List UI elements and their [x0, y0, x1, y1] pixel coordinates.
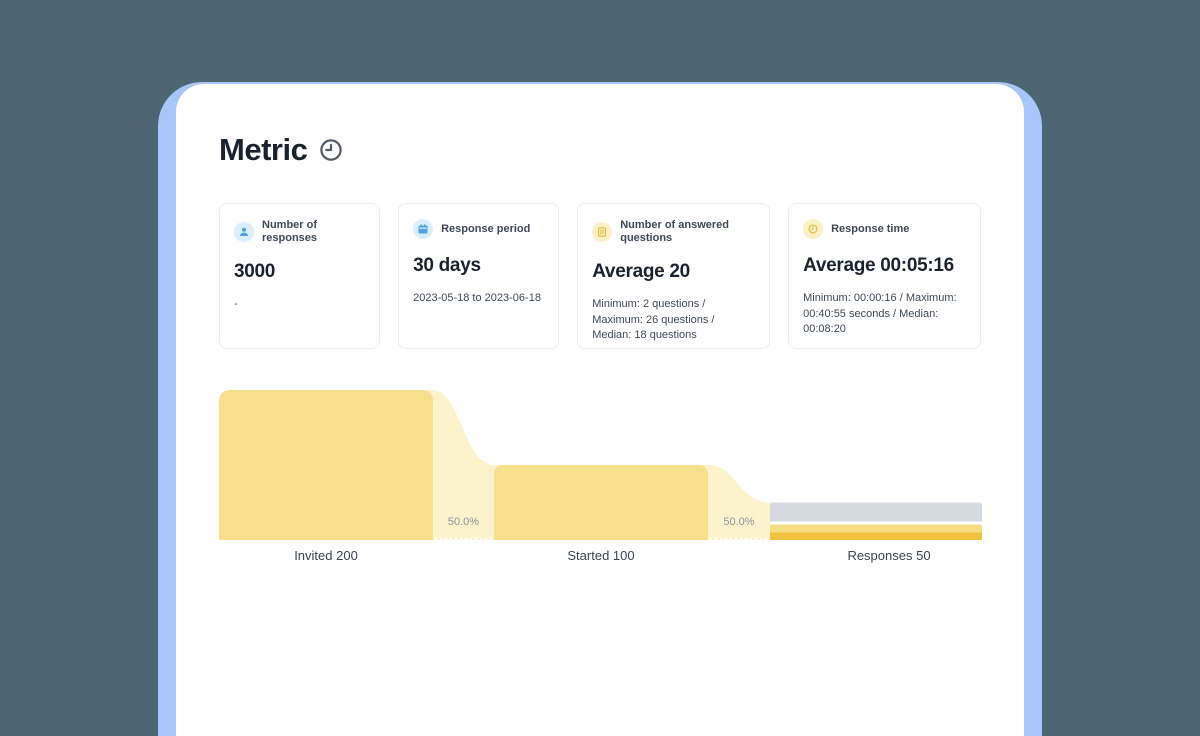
calendar-icon [413, 219, 434, 239]
metric-panel: Metric Number of responses [176, 84, 1024, 736]
card-label: Response time [831, 222, 910, 235]
card-details: Minimum: 2 questions / Maximum: 26 quest… [592, 298, 715, 341]
funnel-stage-invited [219, 390, 433, 540]
card-head: Number of responses [234, 219, 365, 245]
card-response-time: Response time Average 00:05:16 Minimum: … [788, 203, 981, 349]
card-details: 2023-05-18 to 2023-06-18 [413, 292, 541, 304]
clock-icon [319, 138, 343, 162]
stopwatch-icon [803, 219, 824, 239]
card-value: Average 20 [592, 261, 690, 282]
header: Metric [219, 132, 981, 168]
card-head: Number of answered questions [592, 219, 755, 245]
page-title: Metric [219, 132, 308, 167]
funnel-stage-responses-segment [770, 502, 982, 522]
card-head: Response period [413, 219, 544, 239]
card-details: - [234, 298, 238, 310]
funnel-stage-label: Invited 200 [294, 548, 358, 563]
card-label: Response period [441, 222, 531, 235]
funnel-stage-responses-segment [770, 521, 982, 525]
stat-cards: Number of responses 3000 - Respon [219, 203, 981, 349]
card-details: Minimum: 00:00:16 / Maximum: 00:40:55 se… [803, 292, 957, 335]
card-label: Number of answered questions [620, 219, 730, 244]
conversion-rate-label: 50.0% [448, 516, 479, 528]
funnel-stage-responses-segment [770, 524, 982, 533]
funnel-stage-label: Responses 50 [847, 548, 931, 563]
funnel-chart: 50.0% 50.0% Invited 200 Started 100 Respons… [219, 390, 982, 566]
user-icon [234, 222, 254, 242]
card-response-period: Response period 30 days 2023-05-18 to 20… [398, 203, 560, 349]
card-head: Response time [803, 219, 966, 239]
conversion-rate-label: 50.0% [723, 516, 754, 528]
questionnaire-icon [592, 222, 613, 242]
card-value: 3000 [234, 261, 276, 282]
card-value: Average 00:05:16 [803, 255, 954, 276]
funnel-svg: 50.0% 50.0% [219, 390, 982, 540]
funnel-stage-started [494, 465, 708, 540]
card-number-of-responses: Number of responses 3000 - [219, 203, 381, 349]
funnel-stage-label: Started 100 [567, 548, 635, 563]
panel-content: Metric Number of responses [176, 84, 1024, 566]
funnel-stage-responses-segment [770, 532, 982, 540]
card-value: 30 days [413, 255, 481, 276]
card-answered-questions: Number of answered questions Average 20 … [577, 203, 771, 349]
card-label: Number of responses [262, 219, 318, 244]
funnel-stage-labels: Invited 200 Started 100 Responses 50 [219, 540, 982, 566]
